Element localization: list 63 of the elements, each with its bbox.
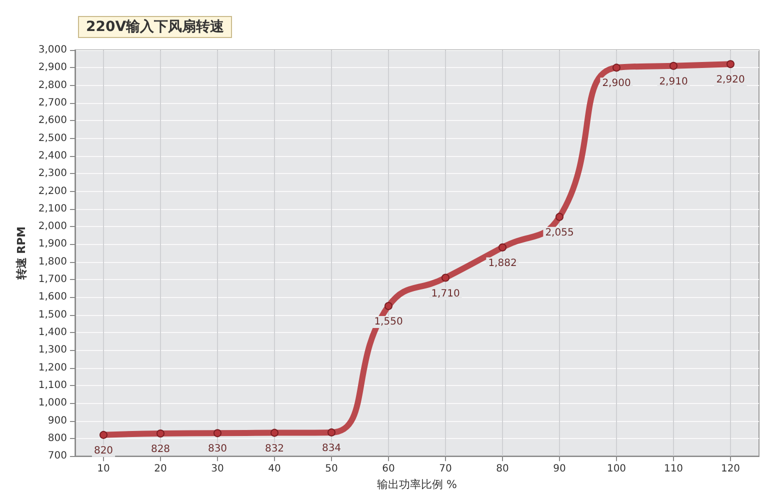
- x-tick-label: 50: [325, 464, 338, 475]
- y-tick-label: 2,400: [38, 150, 67, 162]
- point: [442, 274, 450, 282]
- y-tick-label: 900: [48, 415, 67, 426]
- x-tick-label: 70: [439, 464, 452, 475]
- y-tick-label: 1,700: [38, 274, 67, 286]
- point: [612, 64, 620, 72]
- y-tick-label: 1,200: [38, 362, 67, 374]
- point: [270, 428, 278, 437]
- data-label: 2,910: [659, 76, 688, 88]
- x-tick-label: 60: [382, 464, 395, 475]
- y-tick-label: 2,800: [38, 80, 67, 91]
- x-tick-label: 110: [664, 464, 684, 475]
- y-tick-label: 1,900: [38, 238, 67, 250]
- data-label: 1,882: [488, 258, 517, 269]
- y-tick-label: 2,100: [38, 203, 67, 214]
- point: [556, 212, 564, 221]
- point: [156, 430, 164, 438]
- data-label: 2,055: [545, 227, 574, 238]
- y-tick-label: 1,000: [38, 398, 67, 409]
- y-tick-label: 2,600: [38, 115, 67, 126]
- x-tick-label: 10: [97, 464, 110, 475]
- point: [100, 430, 108, 439]
- x-tick-label: 20: [154, 464, 167, 475]
- data-label: 832: [264, 443, 284, 454]
- x-tick-label: 80: [496, 464, 509, 475]
- data-label: 834: [322, 442, 342, 454]
- y-tick-label: 700: [48, 450, 67, 462]
- y-tick-label: 1,500: [38, 309, 67, 320]
- y-tick-label: 1,600: [38, 292, 67, 303]
- x-tick-label: 30: [211, 464, 224, 475]
- data-label: 828: [150, 444, 170, 455]
- y-tick-label: 2,300: [38, 168, 67, 180]
- y-tick-label: 1,300: [38, 344, 67, 356]
- point: [328, 428, 336, 436]
- y-tick-label: 2,900: [38, 62, 67, 74]
- data-label: 820: [94, 445, 114, 456]
- y-axis-title: 转速 RPM: [15, 226, 28, 281]
- y-tick-label: 2,700: [38, 97, 67, 108]
- point: [670, 62, 678, 70]
- x-tick-label: 40: [268, 464, 281, 475]
- x-tick-label: 120: [720, 464, 740, 475]
- data-label: 2,920: [716, 74, 745, 86]
- point: [214, 429, 222, 438]
- point: [384, 302, 392, 310]
- x-tick-label: 90: [553, 464, 566, 475]
- y-tick-label: 1,100: [38, 380, 67, 391]
- y-tick-label: 1,400: [38, 327, 67, 338]
- data-label: 2,900: [602, 78, 631, 90]
- x-axis-title: 输出功率比例 %: [377, 478, 457, 491]
- y-tick-label: 2,000: [38, 221, 67, 232]
- y-tick-label: 2,200: [38, 186, 67, 197]
- y-tick-label: 3,000: [38, 44, 67, 56]
- data-label: 830: [208, 444, 228, 455]
- y-tick-label: 800: [48, 432, 67, 444]
- y-tick-label: 1,800: [38, 256, 67, 268]
- y-tick-label: 2,500: [38, 132, 67, 144]
- point: [726, 60, 734, 68]
- point: [498, 243, 506, 252]
- chart-title: 220V输入下风扇转速: [86, 18, 226, 35]
- data-label: 1,710: [431, 288, 460, 300]
- x-tick-label: 100: [606, 464, 626, 475]
- data-label: 1,550: [374, 316, 403, 328]
